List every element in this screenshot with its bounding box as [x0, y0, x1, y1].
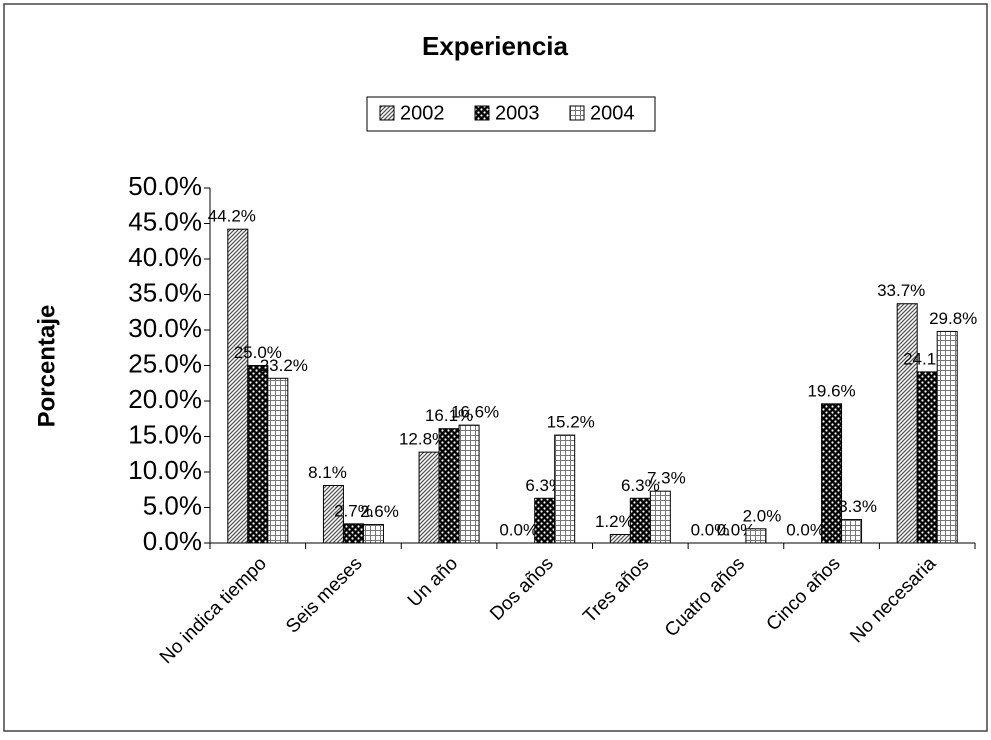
- value-label: 2.0%: [743, 506, 782, 525]
- value-label: 15.2%: [547, 413, 595, 432]
- value-label: 16.6%: [451, 403, 499, 422]
- bar: [227, 228, 249, 544]
- bar: [649, 490, 671, 544]
- value-label: 44.2%: [208, 207, 256, 226]
- bar: [896, 303, 918, 544]
- bar: [418, 451, 440, 544]
- value-label: 7.3%: [647, 469, 686, 488]
- legend-swatch: [474, 105, 490, 121]
- bar: [629, 497, 651, 544]
- bar: [342, 523, 364, 544]
- value-label: 16.1%: [425, 406, 473, 425]
- y-tick-label: 0.0%: [143, 526, 202, 556]
- y-tick-label: 40.0%: [128, 242, 202, 272]
- bar: [534, 497, 556, 544]
- value-label: 3.3%: [838, 497, 877, 516]
- legend-label: 2004: [590, 102, 635, 124]
- y-tick-label: 50.0%: [128, 171, 202, 201]
- chart-title: Experiencia: [422, 31, 569, 61]
- y-tick-label: 15.0%: [128, 419, 202, 449]
- bar: [247, 365, 269, 544]
- value-label: 8.1%: [308, 463, 347, 482]
- value-label: 0.0%: [499, 520, 538, 539]
- bar: [745, 528, 767, 544]
- bar: [458, 424, 480, 544]
- y-tick-label: 35.0%: [128, 277, 202, 307]
- bar: [362, 524, 384, 544]
- bar: [936, 330, 958, 544]
- y-axis-label: Porcentaje: [33, 305, 60, 428]
- bar: [322, 484, 344, 544]
- value-label: 23.2%: [260, 356, 308, 375]
- y-tick-label: 45.0%: [128, 206, 202, 236]
- legend-swatch: [569, 105, 585, 121]
- bar: [438, 428, 460, 544]
- legend-label: 2003: [495, 102, 540, 124]
- value-label: 2.7%: [334, 501, 373, 520]
- value-label: 19.6%: [807, 381, 855, 400]
- y-tick-label: 10.0%: [128, 455, 202, 485]
- value-label: 0.0%: [691, 520, 730, 539]
- bar: [841, 519, 863, 544]
- value-label: 6.3%: [621, 476, 660, 495]
- bar: [821, 403, 843, 544]
- y-tick-label: 5.0%: [143, 490, 202, 520]
- value-label: 1.2%: [595, 512, 634, 531]
- y-tick-label: 25.0%: [128, 348, 202, 378]
- bar: [609, 533, 631, 544]
- value-label: 29.8%: [929, 309, 977, 328]
- legend-swatch: [379, 105, 395, 121]
- value-label: 2.6%: [360, 502, 399, 521]
- value-label: 25.0%: [234, 343, 282, 362]
- legend-label: 2002: [400, 102, 445, 124]
- bar: [916, 371, 938, 544]
- value-label: 0.0%: [786, 520, 825, 539]
- value-label: 12.8%: [399, 430, 447, 449]
- bar: [554, 434, 576, 544]
- value-label: 33.7%: [877, 281, 925, 300]
- legend-box: [366, 96, 656, 132]
- y-tick-label: 30.0%: [128, 313, 202, 343]
- y-tick-label: 20.0%: [128, 384, 202, 414]
- bar: [267, 377, 289, 544]
